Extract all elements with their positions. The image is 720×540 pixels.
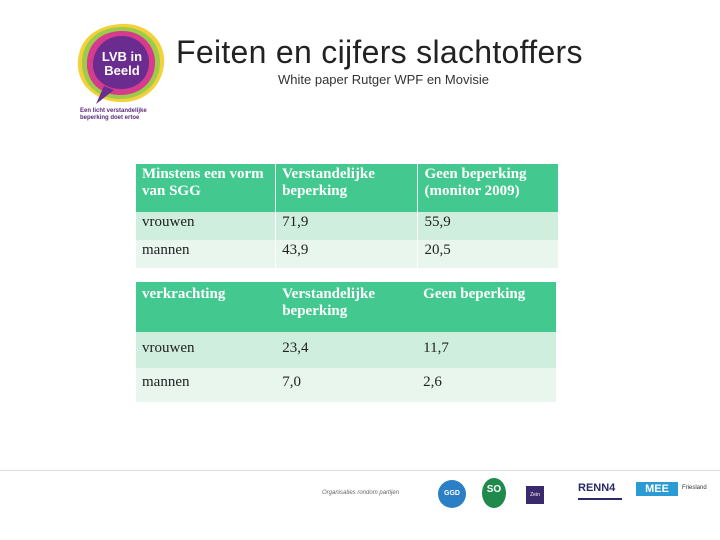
table-row: mannen 7,0 2,6: [136, 368, 556, 402]
ggd-logo: GGD: [438, 480, 466, 508]
table-cell: 55,9: [417, 212, 558, 240]
so-logo: SO: [482, 478, 506, 508]
table-header-row: Minstens een vorm van SGG Verstandelijke…: [136, 164, 558, 212]
logo-text: LVB in Beeld: [101, 49, 143, 78]
table-cell: 7,0: [276, 368, 418, 402]
logo-blob-icon: [77, 23, 165, 104]
footer-tagline: Organisaties rondom partijen: [322, 490, 400, 496]
table-cell: 71,9: [275, 212, 419, 240]
verkrachting-table: verkrachting Verstandelijke beperking Ge…: [136, 282, 556, 402]
table-header-cell: verkrachting: [136, 282, 277, 332]
page-title: Feiten en cijfers slachtoffers: [176, 34, 583, 70]
footer-logos: Organisaties rondom partijen GGD SO Zein…: [0, 476, 720, 536]
table-cell: 11,7: [417, 332, 556, 368]
table-header-cell: Verstandelijke beperking: [276, 282, 418, 332]
footer-divider: [0, 470, 720, 471]
sgg-table: Minstens een vorm van SGG Verstandelijke…: [136, 164, 558, 268]
friesland-label: Friesland: [682, 485, 707, 491]
table-header-cell: Minstens een vorm van SGG: [136, 164, 277, 212]
table-cell: vrouwen: [136, 212, 277, 240]
table-header-row: verkrachting Verstandelijke beperking Ge…: [136, 282, 556, 332]
table-cell: mannen: [136, 368, 277, 402]
lvb-in-beeld-logo: LVB in Beeld Een licht verstandelijke be…: [74, 22, 166, 130]
table-cell: 23,4: [276, 332, 418, 368]
table-cell: vrouwen: [136, 332, 277, 368]
table-header-cell: Geen beperking (monitor 2009): [417, 164, 558, 212]
logo-tagline: Een licht verstandelijke beperking doet …: [80, 108, 147, 121]
zein-logo: Zein: [526, 486, 544, 504]
table-header-cell: Geen beperking: [417, 282, 556, 332]
table-header-cell: Verstandelijke beperking: [275, 164, 419, 212]
table-row: vrouwen 23,4 11,7: [136, 332, 556, 368]
table-cell: 20,5: [417, 240, 558, 268]
table-cell: mannen: [136, 240, 277, 268]
renn4-logo: RENN4: [578, 482, 616, 494]
table-row: vrouwen 71,9 55,9: [136, 212, 558, 240]
renn4-logo-bar: [578, 498, 622, 500]
table-cell: 43,9: [275, 240, 419, 268]
table-row: mannen 43,9 20,5: [136, 240, 558, 268]
table-cell: 2,6: [417, 368, 556, 402]
mee-logo: MEE: [636, 482, 678, 496]
page-subtitle: White paper Rutger WPF en Movisie: [278, 72, 489, 87]
